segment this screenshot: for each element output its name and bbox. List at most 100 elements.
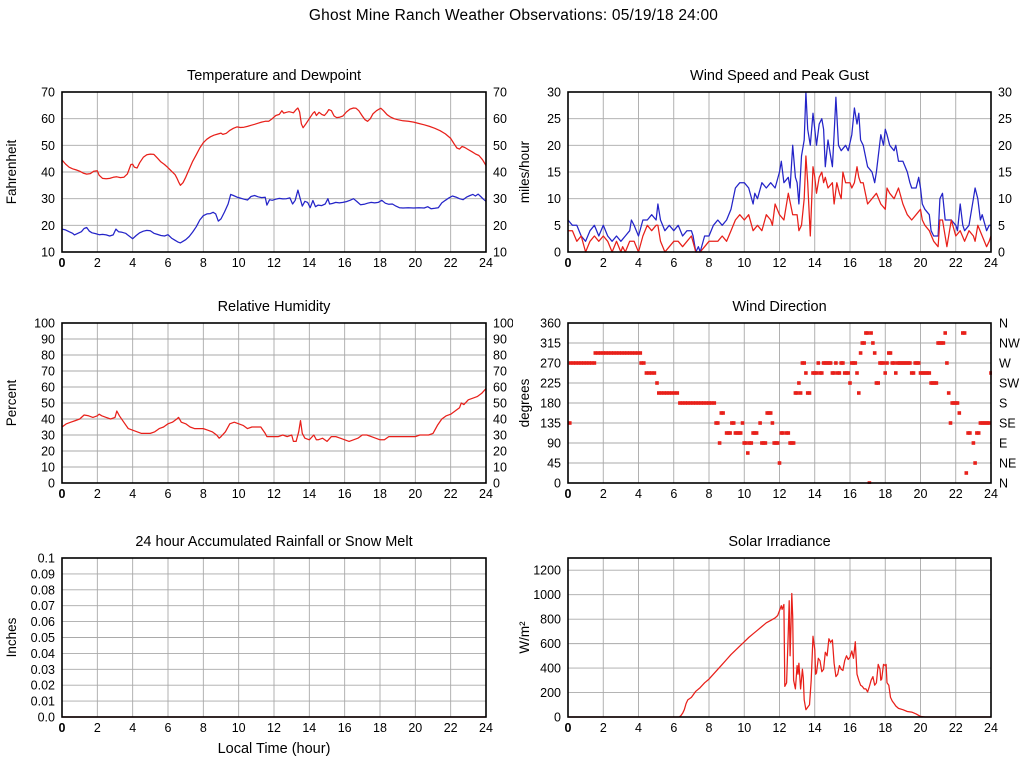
svg-text:4: 4 [129,256,136,270]
svg-text:4: 4 [129,487,136,501]
svg-text:S: S [999,397,1007,411]
svg-text:0: 0 [493,477,500,491]
svg-text:24: 24 [479,721,493,735]
svg-text:10: 10 [737,487,751,501]
svg-text:20: 20 [408,256,422,270]
svg-text:360: 360 [540,317,561,331]
svg-text:6: 6 [670,487,677,501]
svg-text:100: 100 [493,317,513,331]
svg-text:20: 20 [914,721,928,735]
svg-text:14: 14 [808,487,822,501]
svg-text:4: 4 [635,487,642,501]
temperature-dewpoint-plot: 0 2 4 6 8 10 12 14 16 18 20 22 241020304050607010203… [4,68,507,270]
svg-text:2: 2 [600,487,607,501]
svg-text:16: 16 [843,487,857,501]
svg-text:0: 0 [59,256,66,270]
svg-text:80: 80 [41,349,55,363]
svg-text:16: 16 [338,721,352,735]
svg-text:0.07: 0.07 [31,599,55,613]
svg-text:W: W [999,357,1011,371]
svg-text:Solar Irradiance: Solar Irradiance [728,534,830,550]
svg-text:30: 30 [547,86,561,100]
svg-text:6: 6 [670,721,677,735]
svg-text:10: 10 [547,192,561,206]
svg-text:14: 14 [302,256,316,270]
svg-text:miles/hour: miles/hour [517,140,532,203]
svg-text:NE: NE [999,457,1016,471]
svg-text:2: 2 [600,256,607,270]
wind-direction-chart: 0 2 4 6 8 10 12 14 16 18 20 22 24 0 45 90 135 180 225 270 31… [513,286,1027,516]
svg-text:10: 10 [232,721,246,735]
svg-text:800: 800 [540,613,561,627]
svg-text:6: 6 [670,256,677,270]
svg-text:6: 6 [165,487,172,501]
svg-text:16: 16 [843,721,857,735]
svg-text:10: 10 [737,721,751,735]
svg-text:20: 20 [914,487,928,501]
svg-text:10: 10 [493,246,507,260]
svg-text:40: 40 [41,166,55,180]
svg-text:50: 50 [41,139,55,153]
svg-text:0.01: 0.01 [31,695,55,709]
svg-text:400: 400 [540,662,561,676]
svg-text:70: 70 [41,365,55,379]
svg-text:30: 30 [493,429,507,443]
svg-text:8: 8 [200,721,207,735]
svg-text:16: 16 [843,256,857,270]
relative-humidity-plot: 0 2 4 6 8 10 12 14 16 18 20 22 240102030405060708090… [4,299,513,501]
svg-text:22: 22 [949,721,963,735]
svg-text:0: 0 [998,246,1005,260]
svg-text:45: 45 [547,457,561,471]
svg-text:5: 5 [998,219,1005,233]
svg-text:20: 20 [408,721,422,735]
svg-text:Temperature and Dewpoint: Temperature and Dewpoint [187,68,361,84]
svg-text:14: 14 [808,721,822,735]
svg-text:N: N [999,317,1008,331]
svg-text:12: 12 [267,256,281,270]
svg-text:5: 5 [554,219,561,233]
svg-text:10: 10 [998,192,1012,206]
svg-text:22: 22 [949,487,963,501]
svg-text:18: 18 [373,487,387,501]
svg-text:70: 70 [41,86,55,100]
svg-text:0: 0 [554,477,561,491]
svg-text:Wind Direction: Wind Direction [732,299,826,315]
svg-text:25: 25 [998,112,1012,126]
svg-text:315: 315 [540,337,561,351]
svg-text:10: 10 [232,487,246,501]
svg-text:10: 10 [232,256,246,270]
svg-text:6: 6 [165,256,172,270]
svg-text:0.0: 0.0 [38,711,55,725]
svg-text:50: 50 [493,139,507,153]
svg-text:22: 22 [949,256,963,270]
svg-text:12: 12 [773,721,787,735]
svg-text:Relative Humidity: Relative Humidity [218,299,332,315]
svg-text:10: 10 [41,246,55,260]
svg-text:0: 0 [565,487,572,501]
svg-text:8: 8 [706,256,713,270]
svg-text:Percent: Percent [4,379,19,426]
svg-text:12: 12 [267,721,281,735]
svg-text:0.04: 0.04 [31,647,55,661]
svg-text:50: 50 [493,397,507,411]
svg-text:18: 18 [373,256,387,270]
svg-text:18: 18 [878,256,892,270]
svg-text:0.03: 0.03 [31,663,55,677]
svg-text:24: 24 [984,256,998,270]
svg-text:70: 70 [493,365,507,379]
svg-text:30: 30 [41,429,55,443]
svg-text:20: 20 [41,219,55,233]
svg-text:18: 18 [878,487,892,501]
svg-text:14: 14 [302,721,316,735]
svg-text:20: 20 [998,139,1012,153]
svg-text:22: 22 [444,256,458,270]
svg-text:20: 20 [41,445,55,459]
svg-text:135: 135 [540,417,561,431]
svg-text:60: 60 [41,112,55,126]
svg-text:0: 0 [48,477,55,491]
svg-text:90: 90 [547,437,561,451]
svg-text:10: 10 [737,256,751,270]
svg-text:24 hour Accumulated Rainfall o: 24 hour Accumulated Rainfall or Snow Mel… [135,534,412,550]
svg-text:16: 16 [338,487,352,501]
svg-text:60: 60 [493,381,507,395]
